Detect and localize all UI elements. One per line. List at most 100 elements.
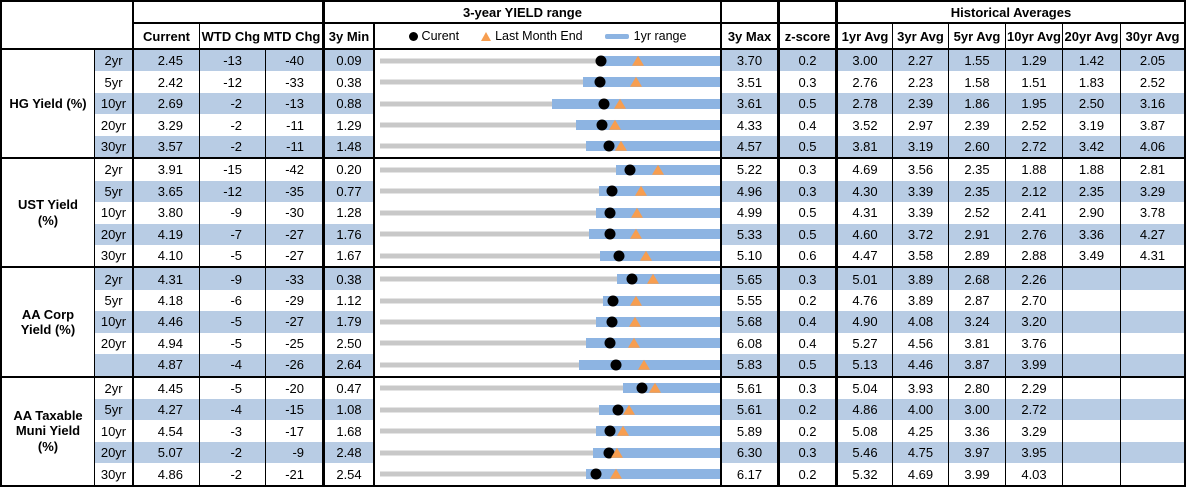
tenor-cell: 10yr <box>94 202 132 224</box>
wtd-chg-cell: -2 <box>199 135 265 158</box>
avg-cell-30yr-avg: 2.52 <box>1120 71 1184 93</box>
avg-cell-1yr-avg: 4.76 <box>835 289 892 312</box>
baseline-3yr-range <box>380 298 718 304</box>
range-bar-1yr <box>583 77 720 88</box>
current-dot <box>612 404 624 416</box>
baseline-3yr-range <box>380 340 718 346</box>
avg-cell-30yr-avg: 2.81 <box>1120 159 1184 181</box>
avg-cell-10yr-avg: 3.95 <box>1005 441 1062 464</box>
zscore-cell: 0.4 <box>777 114 835 136</box>
zscore-cell: 0.3 <box>777 377 835 399</box>
current-cell: 2.45 <box>132 50 199 72</box>
last-month-triangle <box>634 186 647 197</box>
current-dot <box>603 140 615 152</box>
avg-cell-10yr-avg: 2.76 <box>1005 223 1062 245</box>
tenor-cell: 5yr <box>94 289 132 312</box>
avg-cell-20yr-avg: 1.88 <box>1062 159 1120 181</box>
legend-1yr-range: 1yr range <box>604 29 686 43</box>
avg-cell-30yr-avg <box>1120 332 1184 355</box>
last-month-triangle <box>629 295 642 306</box>
avg-cell-3yr-avg: 3.72 <box>892 223 948 245</box>
tenor-cell: 2yr <box>94 159 132 181</box>
baseline-3yr-range <box>380 253 718 259</box>
current-dot <box>604 228 616 240</box>
wtd-chg-cell: -5 <box>199 377 265 399</box>
avg-cell-5yr-avg: 3.24 <box>948 311 1005 333</box>
column-header-30yr-avg: 30yr Avg <box>1120 24 1184 48</box>
zscore-cell: 0.2 <box>777 50 835 72</box>
avg-cell-5yr-avg: 1.55 <box>948 50 1005 72</box>
current-cell: 5.07 <box>132 441 199 464</box>
last-month-triangle <box>629 316 642 327</box>
avg-cell-1yr-avg: 4.60 <box>835 223 892 245</box>
avg-cell-3yr-avg: 4.00 <box>892 399 948 421</box>
3y-min-cell: 0.77 <box>322 180 373 203</box>
avg-cell-1yr-avg: 3.81 <box>835 135 892 158</box>
last-month-triangle <box>611 447 624 458</box>
range-bar-1yr <box>552 98 720 109</box>
avg-cell-30yr-avg <box>1120 377 1184 399</box>
baseline-3yr-range <box>380 210 718 216</box>
avg-cell-30yr-avg <box>1120 289 1184 312</box>
zscore-cell: 0.2 <box>777 463 835 485</box>
range-section-title: 3-year YIELD range <box>322 2 720 24</box>
current-dot <box>598 98 610 110</box>
zscore-cell: 0.3 <box>777 159 835 181</box>
current-dot <box>610 359 622 371</box>
avg-cell-10yr-avg: 2.26 <box>1005 268 1062 290</box>
zscore-cell: 0.2 <box>777 399 835 421</box>
current-cell: 3.91 <box>132 159 199 181</box>
legend-last-month: Last Month End <box>481 29 583 43</box>
avg-cell-5yr-avg: 3.00 <box>948 399 1005 421</box>
3y-min-cell: 2.54 <box>322 463 373 485</box>
avg-cell-10yr-avg: 3.76 <box>1005 332 1062 355</box>
legend-last-month-label: Last Month End <box>495 29 583 43</box>
3y-max-cell: 4.96 <box>720 180 777 203</box>
avg-cell-20yr-avg <box>1062 311 1120 333</box>
mtd-chg-cell: -33 <box>265 71 322 93</box>
range-bar-1yr <box>599 404 720 415</box>
avg-cell-1yr-avg: 4.47 <box>835 244 892 267</box>
current-cell: 3.29 <box>132 114 199 136</box>
current-cell: 4.19 <box>132 223 199 245</box>
zscore-cell: 0.6 <box>777 244 835 267</box>
avg-cell-5yr-avg: 3.97 <box>948 441 1005 464</box>
current-cell: 4.94 <box>132 332 199 355</box>
avg-cell-30yr-avg <box>1120 399 1184 421</box>
range-bar-icon <box>604 33 629 39</box>
mtd-chg-cell: -30 <box>265 202 322 224</box>
avg-cell-10yr-avg: 3.20 <box>1005 311 1062 333</box>
range-chart-cell <box>373 441 720 464</box>
range-bar-1yr <box>585 469 720 480</box>
range-bar-1yr <box>589 229 720 240</box>
tenor-cell: 30yr <box>94 135 132 158</box>
3y-max-cell: 4.99 <box>720 202 777 224</box>
last-month-triangle <box>647 273 660 284</box>
current-cell: 4.18 <box>132 289 199 312</box>
yield-group: AA Corp Yield (%) 2yr 4.31 -9 -33 0.38 5.65 0.3… <box>2 266 1184 376</box>
baseline-3yr-range <box>380 167 718 173</box>
tenor-cell: 20yr <box>94 114 132 136</box>
avg-cell-30yr-avg: 4.27 <box>1120 223 1184 245</box>
range-chart-cell <box>373 71 720 93</box>
current-cell: 3.80 <box>132 202 199 224</box>
current-dot <box>626 273 638 285</box>
3y-max-cell: 5.89 <box>720 420 777 442</box>
wtd-chg-cell: -2 <box>199 114 265 136</box>
range-chart-cell <box>373 244 720 267</box>
avg-cell-1yr-avg: 5.32 <box>835 463 892 485</box>
avg-cell-20yr-avg: 2.35 <box>1062 180 1120 203</box>
current-dot <box>606 185 618 197</box>
tenor-cell: 2yr <box>94 268 132 290</box>
current-dot <box>607 295 619 307</box>
current-cell: 4.27 <box>132 399 199 421</box>
zscore-cell: 0.5 <box>777 92 835 115</box>
3y-min-cell: 0.20 <box>322 159 373 181</box>
tenor-cell: 5yr <box>94 399 132 421</box>
current-dot <box>595 55 607 67</box>
range-bar-1yr <box>599 186 720 197</box>
wtd-chg-cell: -6 <box>199 289 265 312</box>
group-label: HG Yield (%) <box>2 50 94 158</box>
3y-min-cell: 2.48 <box>322 441 373 464</box>
